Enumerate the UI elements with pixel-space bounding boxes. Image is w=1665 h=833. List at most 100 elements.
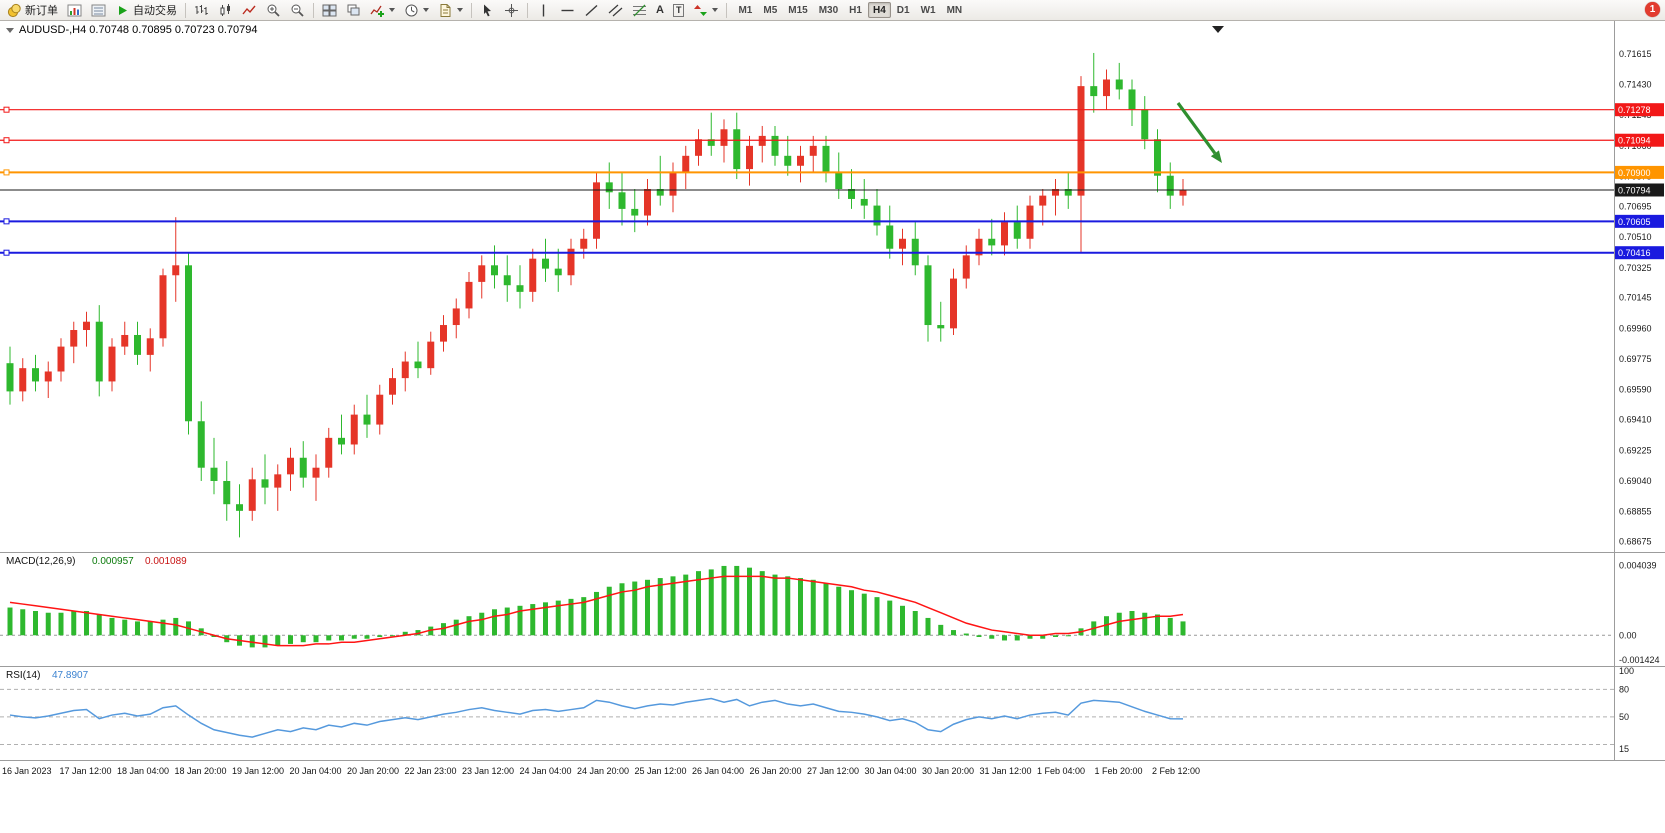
timeframe-button-d1[interactable]: D1 — [896, 5, 910, 16]
zoom-out-button[interactable] — [286, 0, 309, 20]
indicators-button[interactable] — [366, 0, 399, 20]
horizontal-line-button[interactable] — [556, 0, 579, 20]
chart-window: MACD(12,26,9) 0.000957 0.001089 RSI(14) 47.8… — [0, 21, 1665, 833]
time-axis-label: 27 Jan 12:00 — [807, 766, 859, 776]
macd-histogram-bar — [581, 597, 587, 636]
periods-button[interactable] — [400, 0, 433, 20]
rsi-line — [9, 697, 1184, 738]
tile-windows-button[interactable] — [318, 0, 341, 20]
arrow-annotation[interactable] — [1176, 102, 1217, 155]
resistance-price-badge — [1615, 133, 1664, 147]
candle-body — [733, 129, 741, 170]
candle-body — [988, 238, 996, 246]
hline-handle[interactable] — [3, 106, 10, 113]
fibonacci-button[interactable] — [628, 0, 651, 20]
timeframe-button-m1[interactable]: M1 — [738, 5, 753, 16]
candle-body — [542, 258, 549, 269]
time-axis-label: 26 Jan 04:00 — [692, 766, 744, 776]
chevron-down-icon — [423, 8, 429, 12]
trendline-button[interactable] — [580, 0, 603, 20]
time-axis-label: 16 Jan 2023 — [2, 766, 52, 776]
macd-histogram-bar — [1180, 621, 1186, 636]
autotrading-button[interactable]: 自动交易 — [111, 0, 181, 20]
macd-histogram-bar — [670, 576, 676, 636]
hline-handle[interactable] — [3, 137, 10, 144]
price-axis-label: 0.69775 — [1619, 354, 1652, 364]
candle-body — [363, 414, 371, 425]
candle-body — [1141, 109, 1149, 140]
macd-histogram-bar — [1027, 635, 1033, 639]
cascade-windows-icon — [347, 4, 360, 15]
macd-histogram-bar — [1040, 635, 1046, 639]
macd-histogram-bar — [696, 571, 701, 636]
timeframe-button-h4[interactable]: H4 — [867, 2, 891, 18]
macd-histogram-bar — [989, 635, 995, 639]
candle-body — [325, 437, 333, 468]
hline-handle[interactable] — [3, 249, 10, 256]
cursor-button[interactable] — [476, 0, 499, 20]
candle-body — [491, 265, 498, 276]
macd-histogram-bar — [810, 579, 816, 636]
rsi-axis-label: 100 — [1619, 666, 1634, 676]
timeframe-button-m30[interactable]: M30 — [818, 5, 839, 16]
cascade-windows-button[interactable] — [342, 0, 365, 20]
vertical-line-button[interactable] — [532, 0, 555, 20]
market-watch-button[interactable] — [87, 0, 110, 20]
candle-body — [580, 238, 588, 249]
line-chart-icon — [242, 5, 256, 14]
candle-body — [414, 361, 422, 369]
candle-body — [478, 265, 486, 282]
candle-body — [465, 281, 473, 309]
line-chart-button[interactable] — [238, 0, 261, 20]
candle-body — [593, 182, 600, 239]
new-order-button[interactable]: 新订单 — [3, 0, 62, 20]
macd-histogram-bar — [33, 611, 38, 636]
rsi-axis-label: 15 — [1619, 744, 1629, 754]
timeframe-button-h1[interactable]: H1 — [849, 5, 862, 16]
zoom-out-icon — [291, 4, 304, 17]
macd-histogram-bar — [7, 607, 13, 636]
channel-button[interactable] — [604, 0, 627, 20]
candle-body — [19, 368, 27, 392]
macd-histogram-bar — [211, 635, 217, 637]
arrows-button[interactable] — [689, 0, 722, 20]
time-axis-label: 25 Jan 12:00 — [635, 766, 687, 776]
candle-body — [6, 363, 14, 392]
macd-histogram-bar — [466, 616, 472, 636]
candle-body — [83, 321, 90, 331]
zoom-in-button[interactable] — [262, 0, 285, 20]
templates-button[interactable] — [434, 0, 467, 20]
chart-shift-marker[interactable] — [1212, 26, 1224, 33]
hline-handle[interactable] — [3, 169, 10, 176]
timeframe-button-mn[interactable]: MN — [946, 5, 963, 16]
macd-histogram-bar — [861, 593, 867, 636]
timeframe-button-m15[interactable]: M15 — [788, 5, 808, 16]
macd-histogram-bar — [543, 602, 548, 636]
horizontal-line-icon — [561, 9, 574, 11]
candle-body — [1013, 222, 1021, 239]
candle-body — [134, 334, 141, 355]
chart-menu-icon[interactable] — [6, 27, 14, 33]
hline-handle[interactable] — [3, 218, 10, 225]
notification-badge[interactable]: 1 — [1645, 2, 1660, 17]
candle-body — [401, 361, 409, 379]
timeframe-button-m5[interactable]: M5 — [763, 5, 778, 16]
candlestick-chart-button[interactable] — [214, 0, 237, 20]
charts-button[interactable] — [63, 0, 86, 20]
candle-body — [1077, 86, 1085, 196]
time-axis-label: 18 Jan 20:00 — [175, 766, 227, 776]
chart-canvas[interactable]: MACD(12,26,9) 0.000957 0.001089 RSI(14) 47.8… — [0, 21, 1665, 833]
arrow-annotation-head[interactable] — [1210, 150, 1222, 163]
bar-chart-button[interactable] — [190, 0, 213, 20]
candle-body — [758, 135, 766, 146]
macd-histogram-bar — [504, 607, 510, 636]
crosshair-button[interactable] — [500, 0, 523, 20]
text-tool-button[interactable]: A — [652, 0, 668, 20]
time-axis-label: 31 Jan 12:00 — [980, 766, 1032, 776]
macd-histogram-bar — [84, 611, 89, 636]
candle-body — [873, 205, 881, 226]
crosshair-icon — [505, 3, 518, 17]
candle-body — [695, 139, 702, 156]
text-label-button[interactable]: T — [669, 0, 689, 20]
timeframe-button-w1[interactable]: W1 — [920, 5, 936, 16]
